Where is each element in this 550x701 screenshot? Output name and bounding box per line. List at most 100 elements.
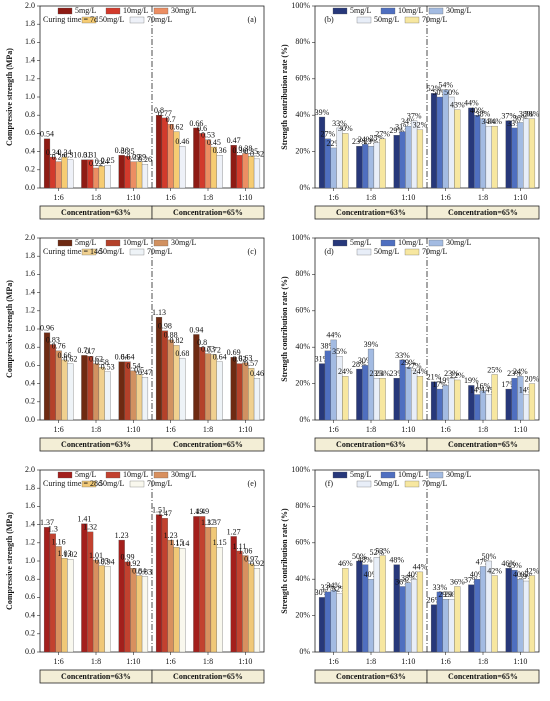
data-label: 33% bbox=[507, 119, 522, 128]
data-label: 42% bbox=[525, 566, 540, 575]
x-tick-label: 1:8 bbox=[203, 425, 213, 434]
bar bbox=[199, 516, 206, 653]
bar bbox=[98, 565, 105, 653]
bar bbox=[141, 576, 149, 653]
data-label: 24% bbox=[338, 367, 353, 376]
bar bbox=[324, 591, 331, 653]
bar bbox=[342, 376, 349, 421]
legend-swatch bbox=[153, 239, 169, 247]
bar bbox=[193, 516, 200, 653]
data-label: 0.63 bbox=[238, 353, 252, 362]
legend-swatch bbox=[428, 7, 444, 15]
group-label: Concentration=63% bbox=[336, 672, 406, 681]
data-label: 44% bbox=[326, 331, 341, 340]
legend-label: 50mg/L bbox=[99, 479, 124, 488]
data-label: 1.3 bbox=[48, 525, 58, 534]
bar bbox=[173, 547, 180, 653]
data-label: 29% bbox=[389, 126, 404, 135]
bar bbox=[130, 568, 137, 653]
legend-label: 70mg/L bbox=[422, 247, 447, 256]
data-label: 0.29 bbox=[52, 152, 66, 161]
bar bbox=[242, 555, 249, 653]
legend-label: 50mg/L bbox=[99, 247, 124, 256]
group-label: Concentration=65% bbox=[448, 208, 518, 217]
data-label: 38% bbox=[519, 110, 534, 119]
data-label: 50% bbox=[433, 88, 448, 97]
bar bbox=[248, 155, 255, 189]
bar bbox=[330, 589, 337, 653]
x-tick-label: 1:6 bbox=[329, 193, 339, 202]
bar bbox=[92, 363, 100, 421]
bar bbox=[61, 359, 68, 421]
bar bbox=[523, 394, 530, 421]
data-label: 0.7 bbox=[85, 347, 95, 356]
data-label: 24% bbox=[413, 367, 428, 376]
data-label: 36% bbox=[513, 113, 528, 122]
bar bbox=[479, 118, 487, 189]
bar bbox=[118, 361, 125, 421]
data-label: 37% bbox=[407, 111, 422, 120]
group-label: Concentration=63% bbox=[61, 672, 131, 681]
y-tick-label: 1.0 bbox=[25, 324, 35, 333]
legend-swatch bbox=[380, 7, 396, 15]
group-label: Concentration=63% bbox=[336, 440, 406, 449]
data-label: 1.02 bbox=[63, 550, 77, 559]
panel-label: (e) bbox=[248, 479, 257, 488]
x-tick-label: 1:10 bbox=[126, 425, 140, 434]
y-tick-label: 0.8 bbox=[25, 574, 35, 583]
bar bbox=[505, 120, 512, 189]
bar bbox=[179, 357, 186, 421]
y-tick-label: 0.2 bbox=[25, 397, 35, 406]
y-tick-label: 2.0 bbox=[25, 1, 35, 10]
bar bbox=[193, 334, 200, 421]
bar bbox=[253, 568, 261, 653]
data-label: 0.32 bbox=[250, 150, 264, 159]
data-label: 0.36 bbox=[115, 146, 129, 155]
bar bbox=[98, 166, 105, 189]
data-label: 1.37 bbox=[201, 518, 215, 527]
y-axis-label: Strength contribution rate (%) bbox=[280, 44, 289, 150]
data-label: 0.29 bbox=[126, 152, 140, 161]
legend-swatch bbox=[332, 7, 348, 15]
bar bbox=[356, 368, 363, 421]
y-tick-label: 1.6 bbox=[25, 37, 35, 46]
data-label: 44% bbox=[413, 563, 428, 572]
bar bbox=[199, 133, 206, 189]
bar bbox=[517, 579, 524, 653]
bar bbox=[236, 155, 243, 189]
data-label: 20% bbox=[525, 374, 540, 383]
bar bbox=[199, 347, 206, 421]
data-label: 27% bbox=[321, 130, 336, 139]
y-tick-label: 0.6 bbox=[25, 592, 35, 601]
legend-swatch bbox=[404, 480, 420, 488]
y-tick-label: 1.8 bbox=[25, 251, 35, 260]
data-label: 0.76 bbox=[52, 342, 66, 351]
data-label: 38% bbox=[401, 574, 416, 583]
data-label: 37% bbox=[501, 111, 516, 120]
y-tick-label: 0.8 bbox=[25, 342, 35, 351]
data-label: 34% bbox=[487, 117, 502, 126]
data-label: 40% bbox=[470, 106, 485, 115]
data-label: 0.99 bbox=[121, 553, 135, 562]
y-tick-label: 100% bbox=[291, 233, 310, 242]
bar bbox=[399, 359, 406, 421]
panel-label: (d) bbox=[324, 247, 334, 256]
x-tick-label: 1:6 bbox=[166, 193, 176, 202]
bar bbox=[528, 118, 536, 189]
legend-label: 70mg/L bbox=[422, 15, 447, 24]
bar bbox=[136, 575, 143, 653]
data-label: 17% bbox=[501, 380, 516, 389]
legend-swatch bbox=[129, 16, 145, 24]
bar bbox=[474, 115, 481, 189]
bar bbox=[411, 120, 418, 189]
x-tick-label: 1:8 bbox=[203, 193, 213, 202]
data-label: 0.47 bbox=[227, 136, 241, 145]
bar bbox=[511, 377, 518, 421]
data-label: 52% bbox=[369, 548, 384, 557]
bar bbox=[248, 563, 255, 653]
data-label: 23% bbox=[364, 137, 379, 146]
data-label: 29% bbox=[444, 590, 459, 599]
x-tick-label: 1:10 bbox=[401, 425, 415, 434]
data-label: 46% bbox=[338, 559, 353, 568]
bar bbox=[161, 330, 168, 421]
